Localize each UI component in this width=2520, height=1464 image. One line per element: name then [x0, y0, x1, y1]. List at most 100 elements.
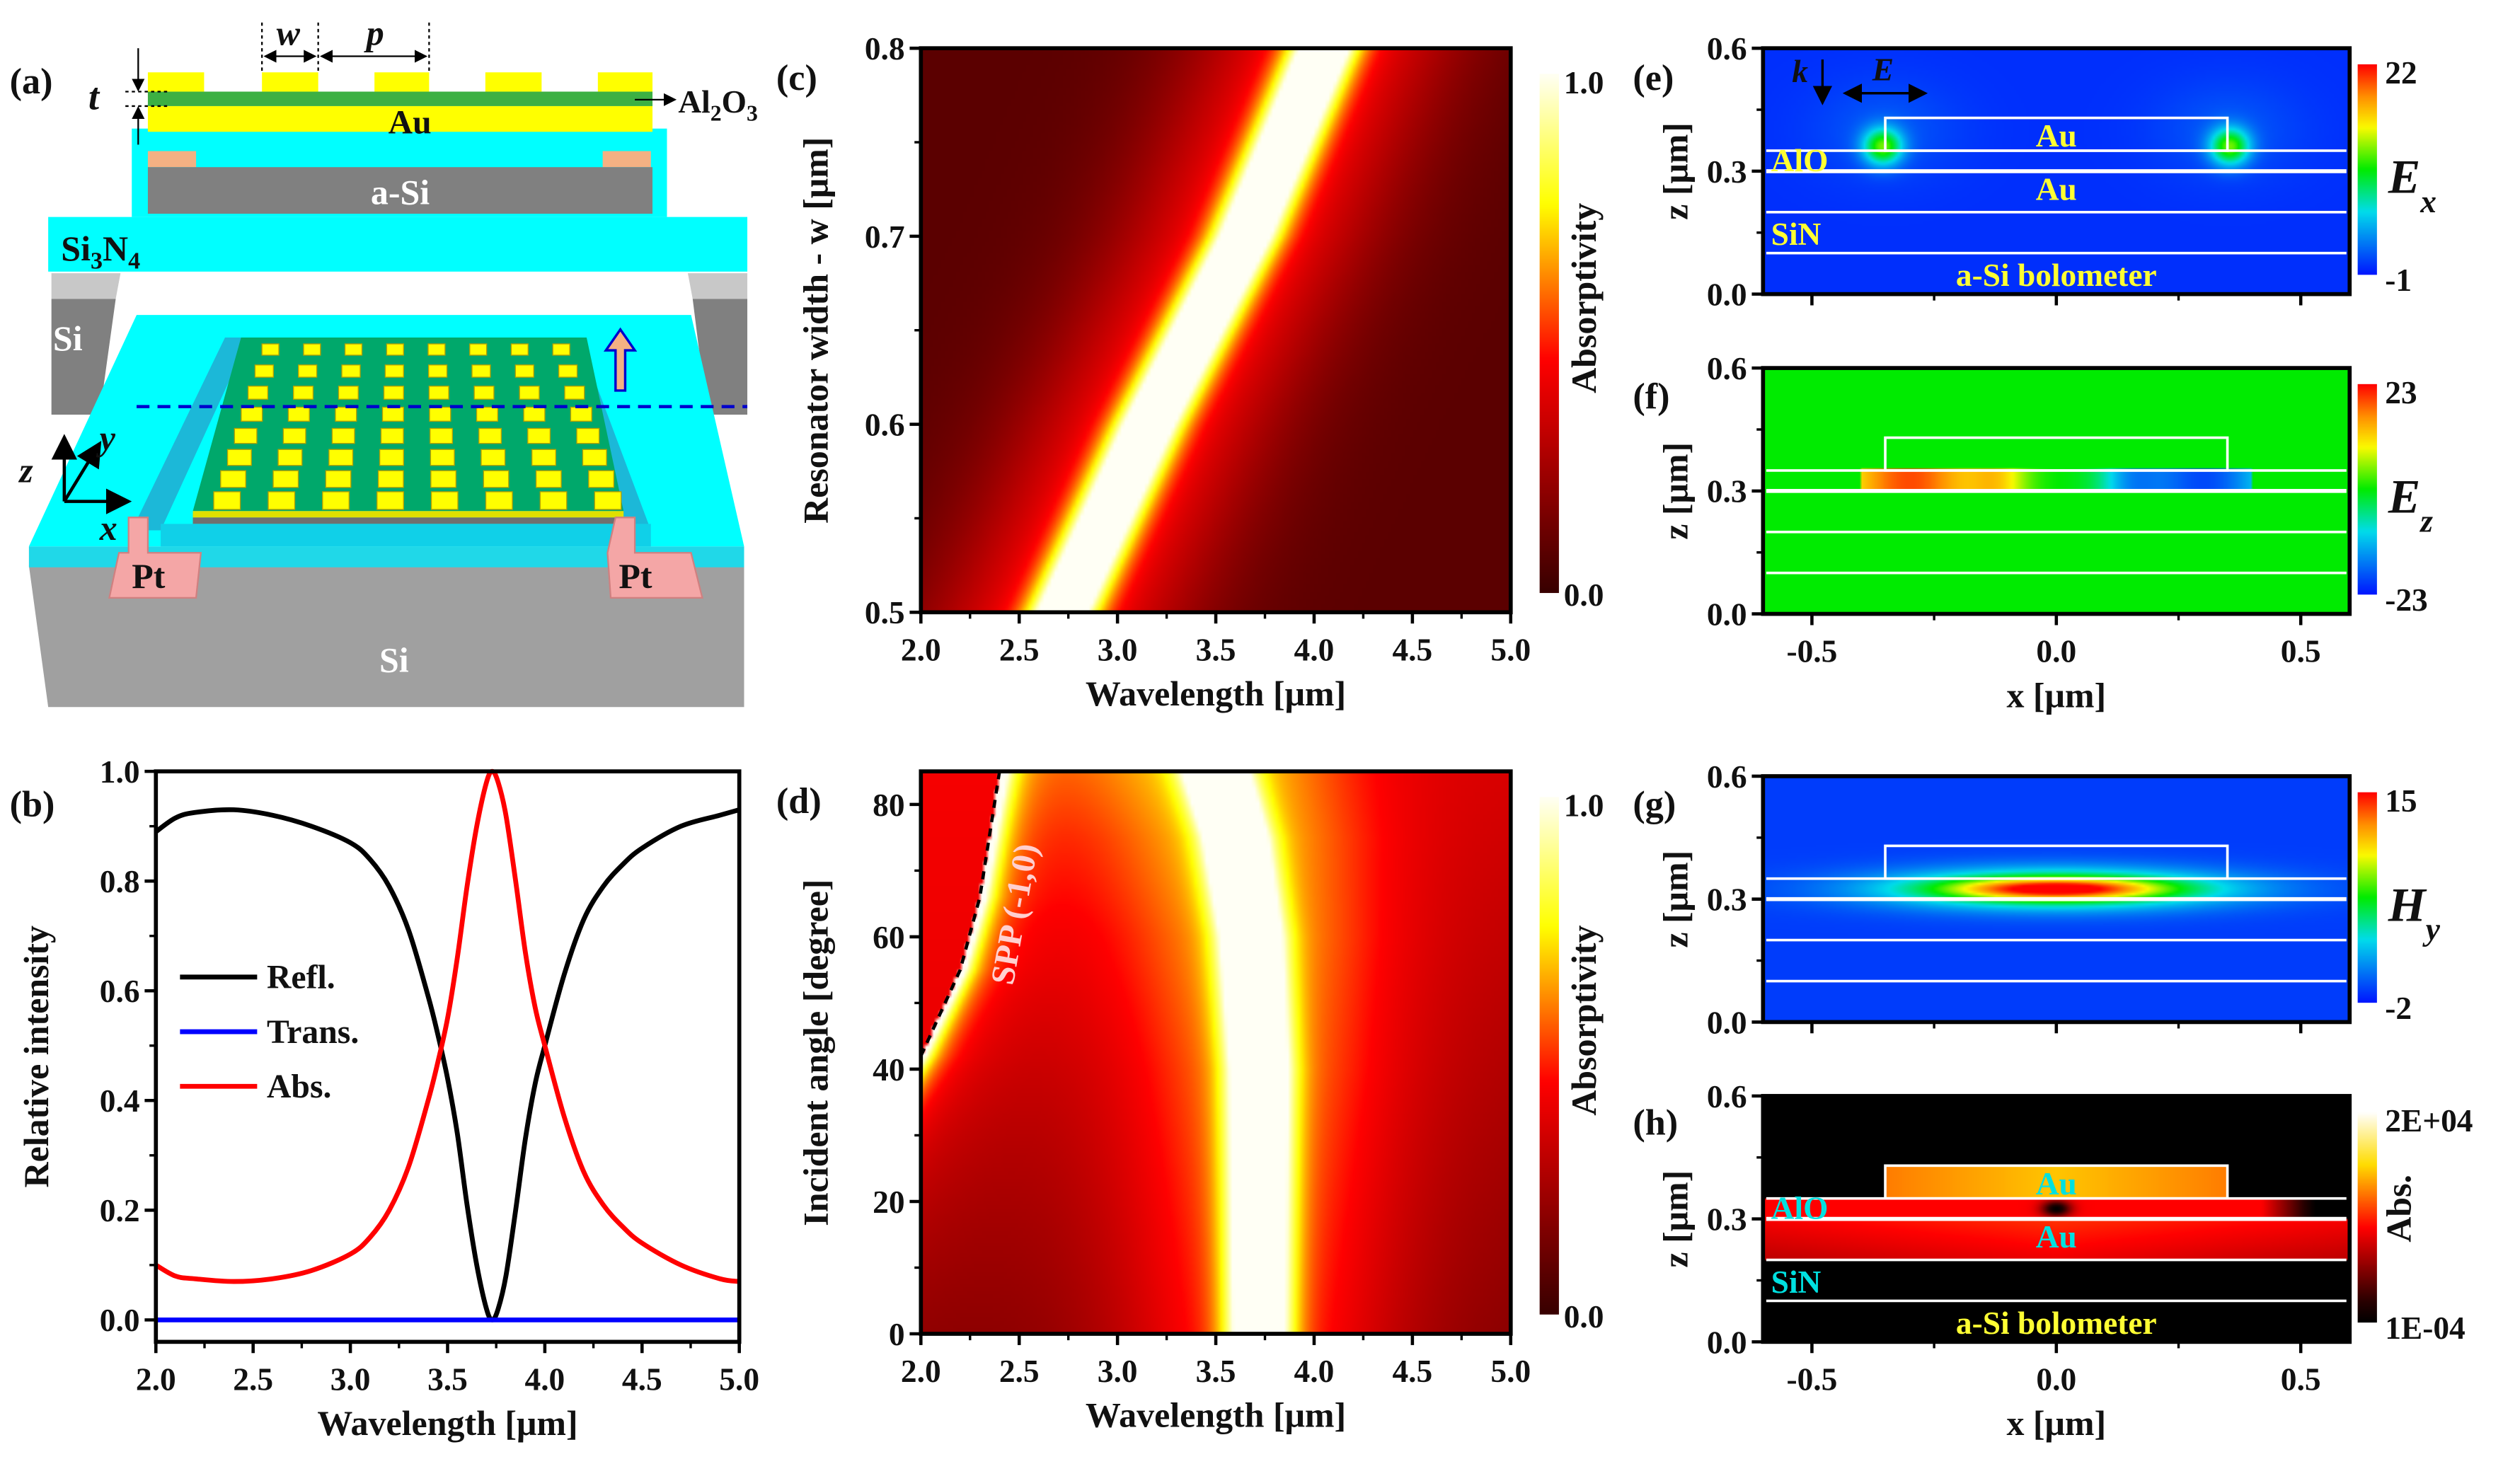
al2o3-layer	[147, 91, 653, 106]
resonator-square	[277, 449, 303, 466]
field-symbol: E	[2388, 470, 2420, 524]
resonator-square	[341, 364, 361, 378]
resonator-square	[430, 427, 453, 444]
colorbar	[1539, 797, 1559, 1315]
resonator-square	[381, 406, 404, 422]
panel-label-g: (g)	[1633, 784, 1676, 825]
resonator-square	[429, 406, 451, 422]
resonator-square	[430, 491, 459, 510]
sin-front-edge	[28, 546, 744, 567]
colorbar-max-label: 23	[2385, 375, 2417, 410]
si-substrate	[28, 565, 744, 708]
field-subscript: y	[2422, 912, 2441, 947]
y-tick-label: 0.2	[100, 1193, 140, 1228]
axis-x-label: x	[99, 508, 117, 548]
resonator-square	[594, 491, 622, 510]
x-axis-title: Wavelength [μm]	[317, 1403, 577, 1443]
resonator-square	[570, 406, 592, 422]
resonator-square	[267, 491, 296, 510]
y-tick-label: 0.3	[1707, 1202, 1747, 1238]
si-support-right-top	[688, 273, 748, 299]
resonator-square	[261, 343, 280, 356]
spp-dashed-line	[919, 771, 1001, 1057]
heatmap-image	[921, 771, 1511, 1335]
panel-label-e: (e)	[1633, 57, 1674, 98]
y-tick-label: 0.6	[865, 407, 905, 442]
axis-z-label: z	[18, 450, 33, 490]
resonator-square	[510, 343, 529, 356]
y-tick-label: 0.3	[1707, 474, 1747, 509]
colorbar	[2357, 792, 2377, 1003]
resonator-square	[564, 386, 585, 400]
pt-electrode-left	[108, 517, 202, 599]
asi-edge	[192, 517, 624, 524]
resonator-square	[325, 470, 352, 488]
resonator-square	[241, 406, 263, 422]
panel-h-absorption-map: (h) -0.5 0.0 0.5 0.0 0.3 0.6 x [μm] z [μm] 2E+04…	[1633, 1079, 2473, 1443]
y-axis-title: Relative intensity	[16, 926, 56, 1187]
field-symbol: H	[2388, 877, 2427, 931]
au-label: Au	[389, 105, 432, 142]
resonator-square	[282, 427, 306, 444]
resonator-square	[344, 343, 363, 356]
colorbar-max-label: 22	[2385, 55, 2417, 91]
resonator-square	[483, 470, 510, 488]
colorbar-min-label: 1E-04	[2385, 1310, 2466, 1346]
panel-b-spectra: (b) Refl. Trans. Abs. 2.0 2.5 3.0 3.5 4.0 4.5…	[10, 754, 759, 1443]
label-au-resonator: Au	[2036, 1166, 2077, 1201]
colorbar-title: Absorptivity	[1564, 203, 1604, 393]
resonator-square	[478, 427, 502, 444]
resonator-outline	[1884, 1164, 2229, 1200]
resonator-square	[481, 449, 506, 466]
resonator-square	[427, 343, 446, 356]
resonator-square	[338, 386, 359, 400]
x-axis-title: x [μm]	[2006, 1403, 2106, 1443]
legend-trans: Trans.	[267, 1014, 359, 1051]
panel-d-heatmap: (d) 2.0 2.5 3.0 3.5 4.0 4.5 5.0 0 20 40 60 80 Wavele…	[776, 769, 1604, 1435]
x-tick-label: 3.0	[1098, 1354, 1138, 1389]
panel-c-heatmap: (c) 2.0 2.5 3.0 3.5 4.0 4.5 5.0 0.5 0.6 0.7 0.8 Wav…	[776, 31, 1604, 713]
legend-abs: Abs.	[267, 1068, 331, 1105]
legend-refl: Refl.	[267, 959, 335, 996]
y-tick-label: 0.8	[100, 864, 140, 899]
x-axis-title: x [μm]	[2006, 675, 2106, 715]
t-label: t	[88, 74, 100, 117]
resonator-square	[428, 364, 448, 378]
si-support-left-top	[51, 273, 121, 299]
x-tick-label: 5.0	[1490, 1354, 1531, 1389]
resonator-square	[430, 470, 456, 488]
au-edge	[192, 511, 624, 518]
e-label: E	[1872, 52, 1894, 88]
x-tick-label: 3.5	[1196, 632, 1236, 667]
y-axis-title: Resonator width - w [μm]	[796, 137, 836, 524]
y-tick-label: 20	[873, 1185, 904, 1220]
x-tick-label: 5.0	[719, 1361, 759, 1397]
y-tick-label: 0.0	[1707, 596, 1747, 632]
resonator-square	[552, 343, 570, 356]
resonator-square	[335, 406, 357, 422]
si-substrate-label: Si	[379, 640, 409, 679]
heatmap-image	[921, 48, 1511, 613]
resonator-square	[384, 364, 404, 378]
x-tick-label: -0.5	[1786, 634, 1837, 669]
colorbar-title: Abs.	[2379, 1175, 2419, 1243]
field-subscript: x	[2420, 184, 2436, 219]
cross-section: a-Si Au Si3N4 Si w p t Al2O3	[48, 13, 758, 415]
y-tick-label: 0.7	[865, 219, 905, 255]
resonator-square	[331, 427, 355, 444]
resonator-bar	[485, 72, 542, 92]
series-line-abs	[154, 768, 740, 1284]
y-tick-label: 0.0	[1707, 1325, 1747, 1360]
si-support-label: Si	[53, 318, 83, 358]
x-tick-label: 3.0	[330, 1361, 371, 1397]
resonator-square	[377, 470, 404, 488]
x-axis-title: Wavelength [μm]	[1086, 1395, 1346, 1435]
panel-label-d: (d)	[776, 780, 822, 822]
x-tick-label: 2.5	[233, 1361, 273, 1397]
pt-electrode-right	[606, 517, 703, 599]
label-alo: AlO	[1771, 143, 1829, 178]
si3n4-membrane	[48, 217, 748, 272]
colorbar	[2357, 1112, 2377, 1323]
resonator-outline	[1884, 116, 2229, 152]
field-symbol: E	[2388, 150, 2420, 204]
